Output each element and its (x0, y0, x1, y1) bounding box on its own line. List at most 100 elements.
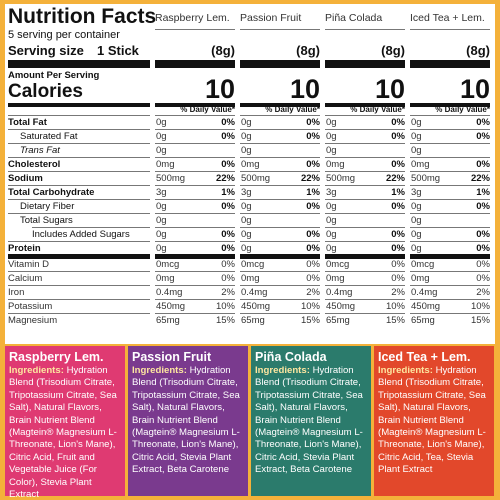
thick-rule (155, 60, 235, 68)
daily-value: 0% (221, 131, 235, 142)
thick-rule (325, 254, 405, 259)
row-rule (325, 171, 405, 172)
amount: 0g (411, 145, 422, 156)
thick-rule (8, 254, 150, 259)
row-rule (325, 241, 405, 242)
row-rule (155, 185, 235, 186)
ingredients-panel: Piña Colada Ingredients: Hydration Blend … (251, 346, 371, 496)
ingredients-panel: Passion Fruit Ingredients: Hydration Blen… (128, 346, 248, 496)
amount: 0g (241, 145, 252, 156)
medium-rule (155, 103, 235, 107)
amount: 0g (156, 117, 167, 128)
amount: 0.4mg (241, 287, 268, 298)
row-rule (240, 271, 320, 272)
flavor-name: Raspberry Lem. (155, 12, 230, 24)
amount: 0g (241, 243, 252, 254)
daily-value: 0% (221, 117, 235, 128)
calories-value: 10 (459, 74, 490, 104)
daily-value: 0% (476, 229, 490, 240)
amount: 65mg (411, 315, 435, 326)
amount: 0mg (326, 273, 345, 284)
row-rule (325, 213, 405, 214)
daily-value: 0% (476, 131, 490, 142)
amount: 3g (411, 187, 422, 198)
thick-rule (410, 60, 490, 68)
ingredients-text: Hydration Blend (Trisodium Citrate, Trip… (378, 365, 486, 476)
amount: 0g (156, 229, 167, 240)
thick-rule (325, 60, 405, 68)
daily-value: 15% (385, 315, 405, 326)
amount: 0mg (241, 273, 260, 284)
daily-value: 22% (385, 173, 405, 184)
daily-value: 10% (470, 301, 490, 312)
row-rule (410, 271, 490, 272)
amount: 3g (156, 187, 167, 198)
amount: 450mg (326, 301, 356, 312)
daily-value: 0% (391, 229, 405, 240)
amount: 65mg (326, 315, 350, 326)
row-rule (410, 299, 490, 300)
amount: 0g (241, 215, 252, 226)
row-rule (240, 285, 320, 286)
row-rule (325, 157, 405, 158)
row-rule (325, 185, 405, 186)
daily-value: 1% (306, 187, 320, 198)
panel-flavor: Passion Fruit (132, 350, 212, 364)
ingredients-text: Hydration Blend (Trisodium Citrate, Trip… (132, 365, 240, 476)
daily-value: 0% (476, 159, 490, 170)
daily-value: 22% (470, 173, 490, 184)
daily-value: 0% (391, 273, 405, 284)
amount: 0mcg (241, 259, 265, 270)
col-rule (155, 29, 235, 30)
row-rule (410, 227, 490, 228)
amount: 0mcg (156, 259, 180, 270)
amount-per-serving: Amount Per Serving (8, 70, 100, 81)
calories-value: 10 (289, 74, 320, 104)
row-rule (325, 299, 405, 300)
daily-value: 0% (391, 117, 405, 128)
serving-size-label: Serving size (8, 43, 84, 58)
nutrient-name: Iron (8, 287, 25, 298)
serving-weight: (8g) (296, 43, 320, 58)
amount: 0mcg (411, 259, 435, 270)
panel-flavor: Iced Tea + Lem. (378, 350, 471, 364)
row-rule (410, 115, 490, 116)
row-rule (155, 115, 235, 116)
daily-value: 22% (215, 173, 235, 184)
daily-value: 0% (391, 201, 405, 212)
nutrient-name: Total Carbohydrate (8, 187, 95, 198)
thick-rule (240, 254, 320, 259)
row-rule (155, 171, 235, 172)
amount: 0g (326, 131, 337, 142)
ingredients-label: Ingredients: (9, 365, 64, 376)
amount: 500mg (326, 173, 356, 184)
amount: 0mcg (326, 259, 350, 270)
row-rule (240, 213, 320, 214)
row-rule (8, 299, 150, 300)
amount: 3g (241, 187, 252, 198)
daily-value: 0% (221, 229, 235, 240)
amount: 0g (326, 145, 337, 156)
panel-flavor: Raspberry Lem. (9, 350, 104, 364)
dv-header: % Daily Value* (435, 105, 490, 114)
row-rule (410, 171, 490, 172)
daily-value: 2% (476, 287, 490, 298)
amount: 0g (326, 215, 337, 226)
daily-value: 10% (215, 301, 235, 312)
nutrient-name: Potassium (8, 301, 53, 312)
row-rule (410, 213, 490, 214)
row-rule (410, 313, 490, 314)
serving-weight: (8g) (211, 43, 235, 58)
amount: 0.4mg (156, 287, 183, 298)
daily-value: 0% (221, 201, 235, 212)
row-rule (325, 143, 405, 144)
amount: 0mg (156, 273, 175, 284)
amount: 0g (156, 131, 167, 142)
row-rule (410, 157, 490, 158)
row-rule (325, 129, 405, 130)
amount: 0g (326, 117, 337, 128)
nutrient-name: Trans Fat (20, 145, 60, 156)
nutrient-name: Cholesterol (8, 159, 61, 170)
row-rule (240, 115, 320, 116)
amount: 0g (241, 229, 252, 240)
